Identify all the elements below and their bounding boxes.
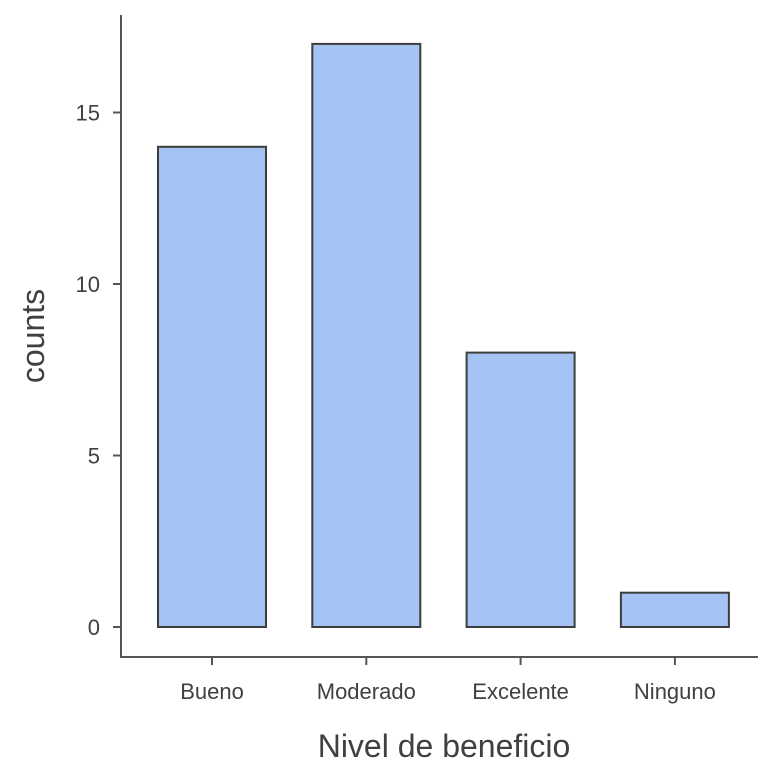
x-axis-title: Nivel de beneficio	[318, 728, 571, 760]
x-tick-label-excelente: Excelente	[472, 679, 569, 704]
y-axis: 0 5 10 15	[76, 15, 122, 657]
bar-moderado	[311, 42, 422, 628]
bar-ninguno	[619, 591, 730, 629]
x-tick-label-ninguno: Ninguno	[634, 679, 716, 704]
x-tick-label-moderado: Moderado	[317, 679, 416, 704]
x-axis: Bueno Moderado Excelente Ninguno	[120, 656, 758, 704]
y-tick-label-5: 5	[88, 444, 100, 469]
bar-bueno	[157, 145, 267, 629]
bar-excelente	[465, 351, 576, 628]
y-tick-label-0: 0	[88, 615, 100, 640]
y-tick-label-10: 10	[76, 272, 100, 297]
y-axis-title: counts	[15, 289, 51, 383]
bars-group	[157, 42, 730, 629]
x-tick-label-bueno: Bueno	[180, 679, 244, 704]
y-tick-label-15: 15	[76, 101, 100, 126]
